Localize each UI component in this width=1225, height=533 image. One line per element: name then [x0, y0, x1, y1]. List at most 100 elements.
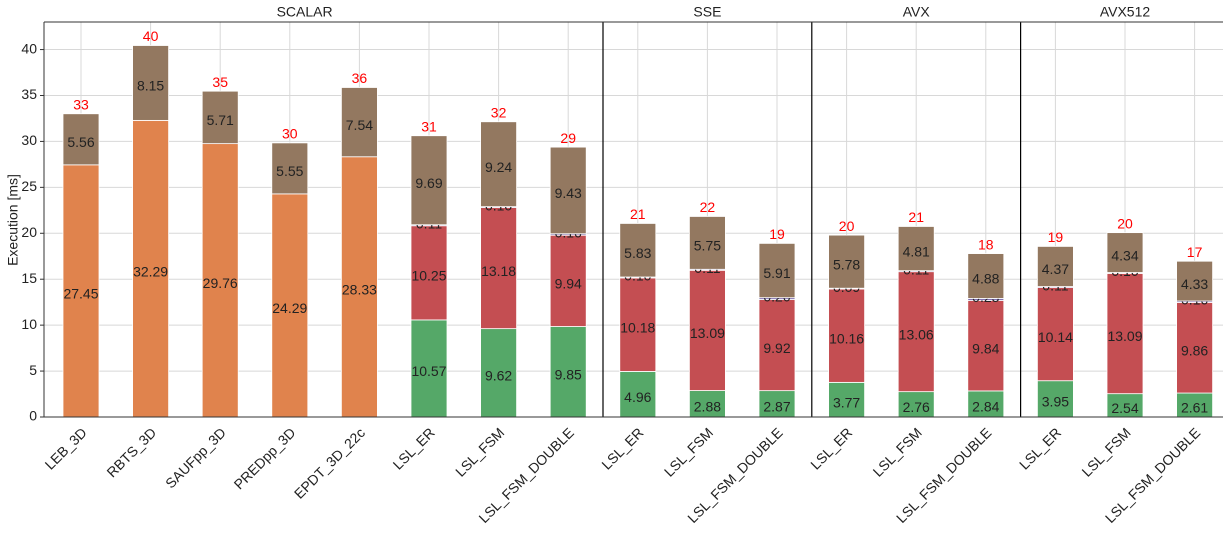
value-label: 5.56 [67, 134, 94, 150]
value-label: 9.94 [555, 276, 582, 292]
bar-segment [897, 271, 935, 393]
x-tick-label: LSL_FSM [870, 424, 925, 479]
total-label: 19 [769, 226, 785, 242]
y-axis-label: Execution [ms] [5, 174, 21, 266]
total-label: 18 [978, 236, 994, 252]
y-tick-label: 25 [21, 178, 37, 194]
y-tick-label: 5 [29, 362, 37, 378]
x-tick-label: LEB_3D [42, 424, 90, 472]
value-label: 2.54 [1111, 400, 1138, 416]
total-label: 21 [630, 206, 646, 222]
total-label: 20 [1117, 215, 1133, 231]
x-tick-label: LSL_FSM [661, 424, 716, 479]
value-label: 13.06 [899, 326, 934, 342]
bar-segment [62, 164, 100, 418]
bar-segment [480, 328, 518, 418]
total-label: 20 [839, 218, 855, 234]
value-label: 13.09 [1107, 328, 1142, 344]
value-label: 13.09 [690, 325, 725, 341]
value-label: 4.34 [1111, 247, 1138, 263]
value-label: 5.78 [833, 256, 860, 272]
bar-segment [1037, 380, 1074, 418]
bar-segment [1106, 273, 1144, 395]
group-label: AVX [903, 4, 931, 20]
group-label: SSE [693, 4, 721, 20]
value-label: 4.33 [1181, 276, 1208, 292]
value-label: 2.61 [1181, 400, 1208, 416]
x-tick-label: EPDT_3D_22c [291, 424, 368, 501]
value-label: 9.92 [763, 340, 790, 356]
value-label: 2.76 [903, 399, 930, 415]
value-label: 7.54 [346, 117, 373, 133]
value-label: 4.81 [903, 243, 930, 259]
bar-segment [619, 277, 657, 372]
total-label: 22 [700, 199, 716, 215]
bar-segment [758, 390, 796, 418]
value-label: 10.57 [411, 363, 446, 379]
bar-segment [480, 207, 518, 330]
y-tick-label: 10 [21, 316, 37, 332]
bar-segment [1176, 260, 1213, 302]
y-tick-label: 0 [29, 408, 37, 424]
value-label: 9.84 [972, 340, 999, 356]
value-label: 28.33 [342, 282, 377, 298]
bar-segment [967, 253, 1005, 299]
bar-segment [897, 226, 935, 272]
y-tick-label: 30 [21, 132, 37, 148]
x-tick-label: LSL_FSM [1078, 424, 1133, 479]
value-label: 9.43 [555, 185, 582, 201]
bar-segment [549, 326, 587, 418]
x-tick-label: RBTS_3D [103, 424, 159, 480]
value-label: 5.71 [207, 112, 234, 128]
value-label: 3.77 [833, 394, 860, 410]
value-label: 13.18 [481, 263, 516, 279]
bar-segment [828, 234, 865, 289]
x-tick-label: LSL_ER [598, 424, 646, 472]
bar-segment [271, 142, 309, 195]
value-label: 5.91 [763, 265, 790, 281]
x-tick-label: LSL_ER [1016, 424, 1064, 472]
bar-segment [201, 90, 239, 145]
y-tick-label: 35 [21, 86, 37, 102]
value-label: 9.62 [485, 368, 512, 384]
bar-segment [828, 288, 865, 383]
bar-segment [828, 381, 865, 418]
value-label: 10.16 [829, 330, 864, 346]
bar-segment [1037, 246, 1074, 287]
total-label: 17 [1187, 244, 1203, 260]
value-label: 8.15 [137, 78, 164, 94]
total-label: 19 [1048, 229, 1064, 245]
bar-segment [410, 135, 448, 226]
bar-segment [480, 121, 518, 208]
y-tick-label: 40 [21, 40, 37, 56]
total-label: 36 [352, 70, 368, 86]
value-label: 10.25 [411, 268, 446, 284]
bar-segment [689, 216, 726, 270]
value-label: 3.95 [1042, 394, 1069, 410]
bar-segment [1037, 287, 1074, 382]
y-tick-label: 20 [21, 224, 37, 240]
bar-segment [1176, 302, 1213, 394]
value-label: 2.87 [763, 399, 790, 415]
value-label: 2.88 [694, 398, 721, 414]
group-label: AVX512 [1100, 4, 1151, 20]
group-label: SCALAR [277, 4, 333, 20]
bar-segment [758, 242, 796, 299]
total-label: 29 [560, 130, 576, 146]
value-label: 9.85 [555, 366, 582, 382]
total-label: 21 [908, 209, 924, 225]
value-label: 9.69 [415, 175, 442, 191]
bar-segment [689, 390, 726, 418]
total-label: 32 [491, 104, 507, 120]
total-label: 35 [212, 74, 228, 90]
value-label: 32.29 [133, 263, 168, 279]
bar-segment [549, 146, 587, 235]
value-label: 9.86 [1181, 342, 1208, 358]
bar-segment [689, 269, 726, 391]
value-label: 10.18 [620, 319, 655, 335]
value-label: 24.29 [272, 300, 307, 316]
bar-segment [967, 390, 1005, 418]
value-label: 27.45 [63, 286, 98, 302]
